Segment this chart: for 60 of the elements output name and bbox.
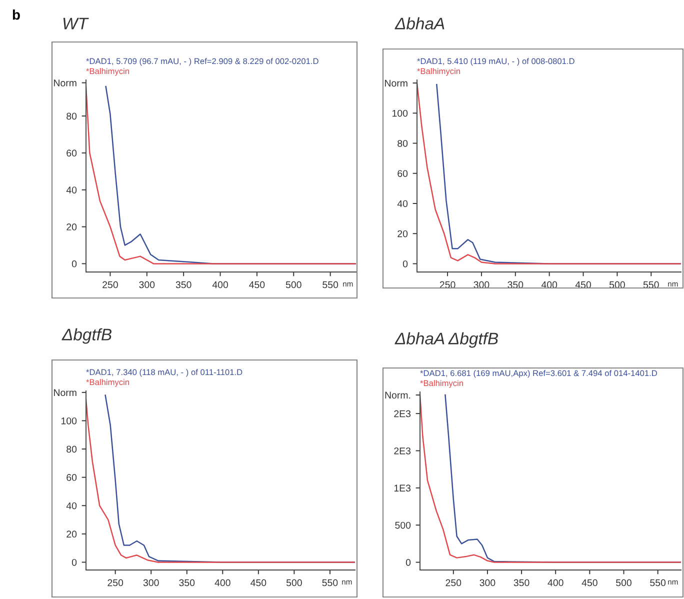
x-tick-label: 550 bbox=[322, 281, 338, 288]
y-tick-label: Norm bbox=[385, 80, 408, 87]
text: *DAD1, 5.410 (119 mAU, - ) of 008-0801.D bbox=[417, 58, 574, 66]
text: *DAD1, 6.681 (169 mAU,Apx) Ref=3.601 & 7.494 of 014-1401.D bbox=[420, 370, 658, 378]
x-tick-label: 300 bbox=[480, 579, 496, 586]
y-tick-label: 100 bbox=[61, 417, 77, 424]
y-tick-label: 0 bbox=[402, 260, 408, 268]
y-tick-label: 80 bbox=[66, 446, 77, 453]
x-tick-label: 300 bbox=[139, 281, 155, 288]
y-tick-label: Norm bbox=[54, 389, 76, 396]
chart-title: ΔbgtfB bbox=[62, 328, 112, 344]
y-tick-label: 80 bbox=[398, 140, 408, 147]
y-tick-label: 1E3 bbox=[394, 484, 411, 492]
series-label: *Balhimycin bbox=[86, 68, 129, 76]
y-tick-label: 0 bbox=[72, 558, 77, 566]
y-tick-label: 0 bbox=[406, 559, 411, 566]
x-tick-label: 450 bbox=[249, 281, 265, 288]
y-tick-label: 2E3 bbox=[394, 410, 411, 418]
x-tick-label: 250 bbox=[108, 579, 124, 586]
x-tick-label: 350 bbox=[176, 281, 192, 288]
x-tick-label: 350 bbox=[179, 579, 195, 586]
y-tick-label: 60 bbox=[66, 474, 77, 481]
y-tick-label: 0 bbox=[72, 260, 77, 268]
x-tick-label: 450 bbox=[250, 579, 266, 586]
y-tick-label: 60 bbox=[66, 150, 77, 157]
x-tick-label: 350 bbox=[514, 579, 530, 586]
y-tick-label: 500 bbox=[395, 522, 411, 529]
y-tick-label: 20 bbox=[398, 230, 408, 238]
x-tick-label: 250 bbox=[102, 281, 118, 288]
x-tick-label: 500 bbox=[286, 579, 302, 586]
chart-title: WT bbox=[63, 18, 89, 30]
y-tick-label: 40 bbox=[397, 200, 408, 208]
y-tick-label: 60 bbox=[398, 170, 408, 177]
x-tick-label: 250 bbox=[446, 579, 462, 586]
y-tick-label: 80 bbox=[66, 112, 77, 120]
x-tick-label: 550 bbox=[322, 579, 338, 586]
text: b bbox=[12, 10, 20, 20]
text: *DAD1, 5.709 (96.7 mAU, - ) Ref=2.909 & 8.229 of 002-0201.D bbox=[86, 58, 318, 66]
y-tick-label: 40 bbox=[66, 502, 77, 510]
x-tick-label: 550 bbox=[650, 579, 666, 586]
y-tick-label: Norm. bbox=[385, 392, 410, 399]
x-tick-label: 500 bbox=[286, 281, 302, 288]
x-tick-label: 300 bbox=[143, 579, 159, 586]
chart-title: ΔbhaA ΔbgtfB bbox=[394, 332, 498, 348]
text: *DAD1, 7.340 (118 mAU, - ) of 011-1101.D bbox=[86, 369, 242, 377]
series-label: *Balhimycin bbox=[420, 380, 463, 388]
x-tick-label: 400 bbox=[214, 579, 230, 586]
y-tick-label: 20 bbox=[66, 224, 77, 230]
y-tick-label: 40 bbox=[66, 186, 77, 194]
y-tick-label: Norm bbox=[54, 80, 76, 86]
x-tick-label: 450 bbox=[582, 579, 598, 586]
series-label: *Balhimycin bbox=[86, 379, 129, 387]
x-tick-label: 400 bbox=[548, 579, 564, 586]
y-tick-label: 20 bbox=[66, 530, 77, 538]
x-tick-label: 400 bbox=[212, 281, 228, 288]
series-label: *Balhimycin bbox=[417, 68, 460, 76]
y-tick-label: 100 bbox=[392, 110, 408, 117]
x-tick-label: 500 bbox=[616, 579, 632, 586]
chart-title: ΔbhaA bbox=[394, 17, 444, 30]
y-tick-label: 2E3 bbox=[394, 447, 411, 454]
